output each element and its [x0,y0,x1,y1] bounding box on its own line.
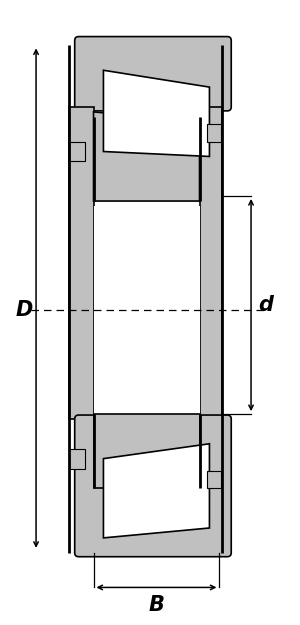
Polygon shape [103,70,209,156]
Bar [69,107,94,419]
Text: B: B [148,595,164,615]
FancyBboxPatch shape [75,37,231,111]
Bar [208,124,221,142]
Polygon shape [94,414,200,488]
Text: d: d [258,295,273,315]
FancyBboxPatch shape [75,415,231,557]
Bar [94,206,200,414]
Bar [69,449,85,469]
Text: D: D [16,300,33,320]
Polygon shape [94,112,200,201]
Bar [208,471,221,488]
Bar [200,107,222,419]
Bar [69,142,85,161]
Polygon shape [103,444,209,538]
